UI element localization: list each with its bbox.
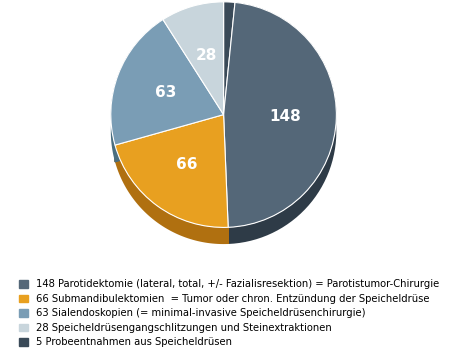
Polygon shape <box>115 115 223 162</box>
Text: 63: 63 <box>155 85 176 100</box>
Polygon shape <box>223 115 228 244</box>
Wedge shape <box>223 2 235 115</box>
Legend: 148 Parotidektomie (lateral, total, +/- Fazialisresektion) = Parotistumor-Chirur: 148 Parotidektomie (lateral, total, +/- … <box>19 279 438 347</box>
Wedge shape <box>223 2 336 227</box>
Polygon shape <box>115 145 228 244</box>
Wedge shape <box>115 115 228 227</box>
Polygon shape <box>228 2 336 244</box>
Text: 66: 66 <box>176 157 197 172</box>
Polygon shape <box>115 115 223 162</box>
Text: 148: 148 <box>269 109 301 124</box>
Wedge shape <box>162 2 223 115</box>
Polygon shape <box>111 20 162 162</box>
Text: 28: 28 <box>195 48 217 63</box>
Polygon shape <box>223 115 228 244</box>
Wedge shape <box>111 20 223 145</box>
